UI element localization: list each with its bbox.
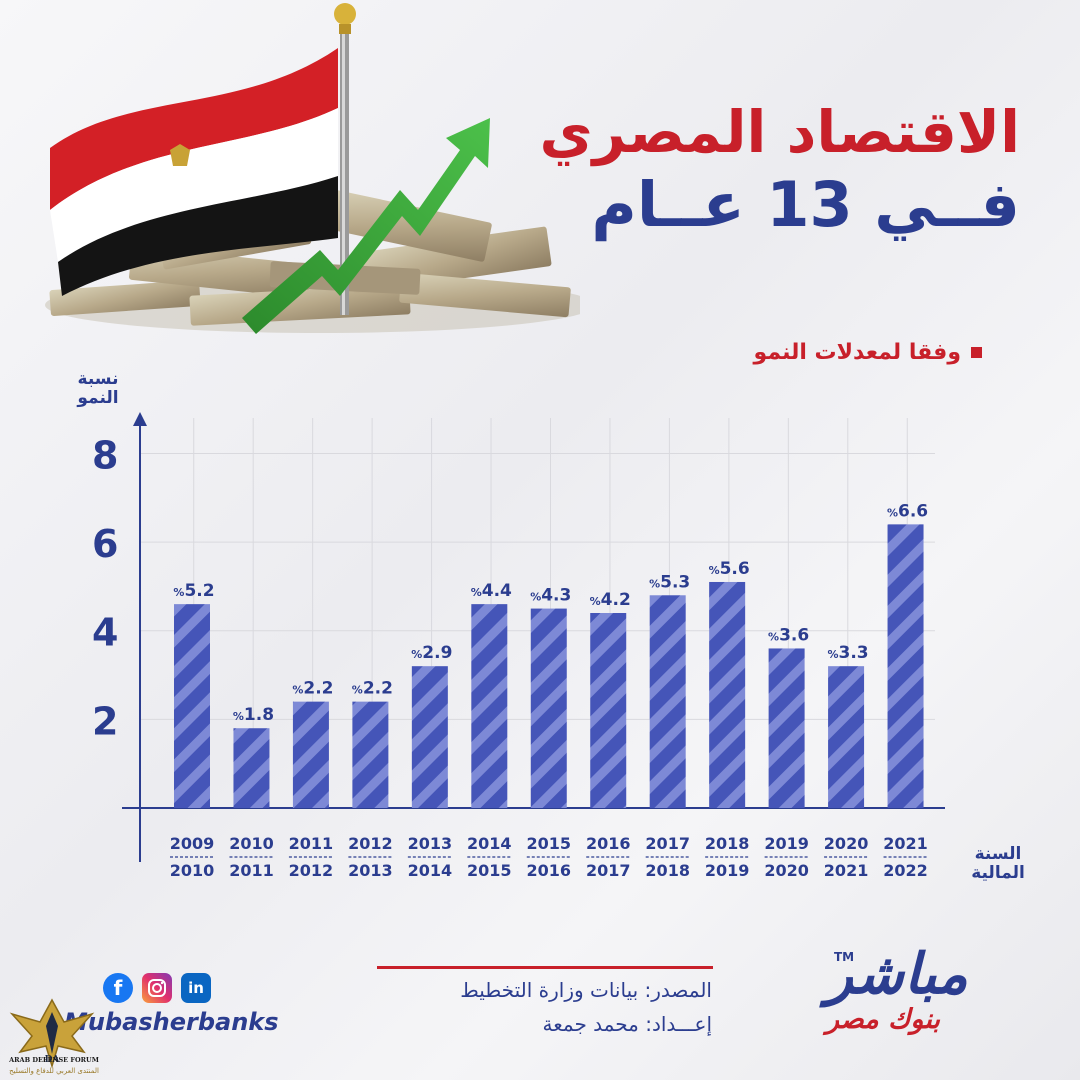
bar [709,581,746,808]
svg-text:DA: DA [45,1055,61,1065]
data-label: %4.3 [530,586,571,606]
x-tick-label-bottom: 2017 [586,861,631,880]
x-tick-label-bottom: 2019 [705,861,750,880]
brand-tagline: بنوك مصر [826,1004,941,1035]
chart-labels: 2 4 6 8 %5.2 2009 2010 %1.8 2010 2011 %2.2 2011 2012… [92,433,928,880]
subtitle: وفقا لمعدلات النمو [754,340,982,365]
data-label: %5.3 [649,572,690,592]
bar [292,701,329,808]
page-title: الاقتصاد المصري [539,98,1020,166]
egypt-flag-icon [50,48,338,296]
data-label: %5.2 [173,581,214,601]
x-tick-label-bottom: 2016 [527,861,572,880]
bar [768,648,805,808]
social-handle[interactable]: Mubasherbanks [64,1008,279,1036]
x-tick-label-top: 2016 [586,834,631,853]
growth-arrow-icon [242,118,490,334]
arab-defense-forum-emblem-icon: DA [9,998,95,1069]
bar [887,524,924,808]
x-tick-label-top: 2014 [467,834,512,853]
watermark-title: ARAB DEFENSE FORUM [9,1056,99,1064]
bar [828,666,865,808]
bar [174,604,210,808]
data-label: %4.2 [590,590,631,610]
source-divider [377,966,713,969]
linkedin-icon[interactable]: in [181,973,211,1003]
watermark-subtitle: المنتدى العربي للدفاع والتسليح [9,1067,99,1075]
x-tick-label-bottom: 2011 [229,861,274,880]
subtitle-text: وفقا لمعدلات النمو [753,340,961,365]
brand-trademark: TM [834,950,855,964]
source-text: المصدر: بيانات وزارة التخطيط [460,978,712,1002]
flag-pole-icon [334,3,356,315]
x-tick-label-top: 2010 [229,834,274,853]
growth-bar-chart: 2 4 6 8 %5.2 2009 2010 %1.8 2010 2011 %2.2 2011 2012… [92,412,945,880]
data-label: %2.9 [411,643,452,663]
y-axis-title: نسبة النمو [77,369,119,408]
bullet-square-icon [971,347,982,358]
instagram-icon[interactable] [142,973,172,1003]
x-tick-label-bottom: 2012 [289,861,334,880]
data-label: %4.4 [471,581,512,601]
brand-logo: مباشر [826,942,968,1007]
x-tick-label-bottom: 2022 [883,861,928,880]
x-tick-label-top: 2018 [705,834,750,853]
data-label: %5.6 [709,559,750,579]
bar [352,701,389,808]
bar [649,595,686,808]
y-tick-label: 4 [92,611,118,655]
y-axis-arrow-icon [133,412,147,426]
data-label: %6.6 [887,501,928,521]
page-title-secondary: فــي 13 عــام [591,168,1020,241]
facebook-icon[interactable]: f [103,973,133,1003]
y-tick-label: 6 [92,522,118,566]
data-label: %3.3 [827,643,868,663]
x-axis-title: السنة المالية [971,844,1025,883]
x-tick-label-bottom: 2020 [764,861,809,880]
x-tick-label-bottom: 2021 [824,861,869,880]
x-tick-label-top: 2011 [289,834,334,853]
data-label: %2.2 [352,679,393,699]
hero-illustration [45,3,580,334]
x-tick-label-bottom: 2018 [645,861,690,880]
x-tick-label-top: 2009 [170,834,215,853]
y-tick-label: 2 [92,699,118,743]
x-tick-label-top: 2019 [764,834,809,853]
x-tick-label-top: 2020 [824,834,869,853]
x-tick-label-top: 2021 [883,834,928,853]
x-tick-label-top: 2013 [408,834,453,853]
x-tick-label-bottom: 2015 [467,861,512,880]
bar [471,604,508,808]
chart-bars [174,524,924,808]
x-tick-label-bottom: 2013 [348,861,393,880]
data-label: %3.6 [768,625,809,645]
bar [530,608,567,808]
x-tick-label-top: 2012 [348,834,393,853]
x-tick-label-bottom: 2010 [170,861,215,880]
x-tick-label-top: 2017 [645,834,690,853]
bar [590,613,627,808]
data-label: %2.2 [292,679,333,699]
y-tick-label: 8 [92,433,118,477]
x-tick-label-bottom: 2014 [408,861,453,880]
x-tick-label-top: 2015 [527,834,572,853]
bar [233,728,270,808]
author-text: إعـــداد: محمد جمعة [542,1012,712,1036]
data-label: %1.8 [233,705,274,725]
bar [411,666,448,808]
